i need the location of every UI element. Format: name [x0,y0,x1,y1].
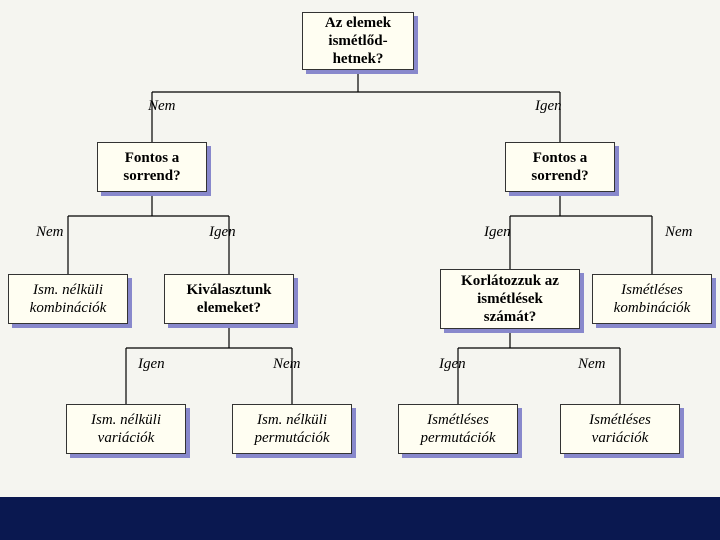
edges-layer [0,0,720,540]
label-ql-igen: Igen [209,224,236,241]
leaf-variations-no-rep: Ism. nélküli variációk [66,404,186,454]
leaf-combinations-no-rep: Ism. nélküli kombinációk [8,274,128,324]
leaf-permutations-no-rep: Ism. nélküli permutációk [232,404,352,454]
node-root: Az elemek ismétlőd­hetnek? [302,12,414,70]
leaf-variations-rep: Ismétléses variációk [560,404,680,454]
label-ql-nem: Nem [36,224,64,241]
node-select-elements: Kiválasztunk elemeket? [164,274,294,324]
label-qr-igen: Igen [484,224,511,241]
leaf-combinations-rep: Ismétléses kombinációk [592,274,712,324]
label-qr-nem: Nem [665,224,693,241]
label-root-igen: Igen [535,98,562,115]
label-korl-igen: Igen [439,356,466,373]
leaf-permutations-rep: Ismétléses permutációk [398,404,518,454]
label-root-nem: Nem [148,98,176,115]
label-kiv-nem: Nem [273,356,301,373]
node-limit-reps: Korlátozzuk az ismétlések számát? [440,269,580,329]
node-order-left: Fontos a sorrend? [97,142,207,192]
label-kiv-igen: Igen [138,356,165,373]
node-order-right: Fontos a sorrend? [505,142,615,192]
label-korl-nem: Nem [578,356,606,373]
